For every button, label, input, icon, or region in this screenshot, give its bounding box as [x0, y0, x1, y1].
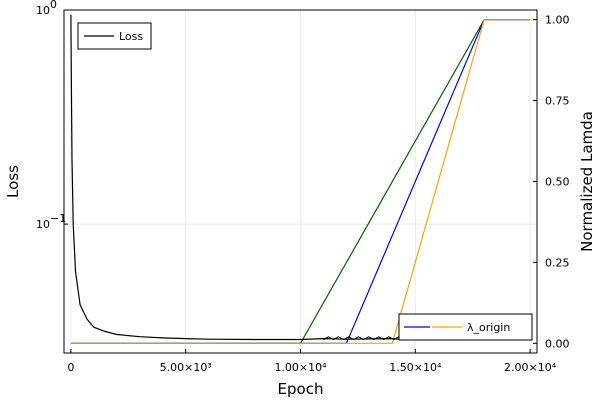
left-y-axis-label: Loss: [4, 165, 22, 198]
left-y-tick-base: 10: [36, 4, 50, 17]
right-y-tick-label: 1.00: [545, 14, 570, 27]
left-y-tick-exponent: 0: [50, 0, 57, 11]
left-y-tick-label: 10 0: [36, 0, 57, 17]
right-y-tick-label: 0.50: [545, 176, 570, 189]
legend-label-lambda-origin: λ_origin: [467, 321, 510, 334]
x-tick-label: 2.00×10⁴: [504, 361, 557, 374]
right-y-tick-label: 0.00: [545, 337, 570, 350]
loss-series-line: [70, 14, 531, 341]
x-tick-label: 0: [67, 361, 74, 374]
x-tick-label: 5.00×10³: [160, 361, 212, 374]
right-y-tick-label: 0.75: [545, 95, 570, 108]
x-axis-label: Epoch: [278, 380, 324, 398]
left-y-tick-base: 10: [36, 218, 50, 231]
legend-loss: Loss: [77, 22, 152, 50]
loss-series-oscillation: [323, 336, 405, 341]
x-tick-label: 1.50×10⁴: [389, 361, 442, 374]
left-y-tick-label: 10 −1: [36, 212, 66, 231]
x-tick-label: 1.00×10⁴: [274, 361, 327, 374]
right-y-axis-label: Normalized Lamda: [578, 111, 596, 252]
right-y-tick-label: 0.25: [545, 256, 570, 269]
legend-lambda: λ_origin: [398, 313, 533, 341]
lambda-series-line-2: [70, 19, 531, 344]
left-y-tick-exponent: −1: [50, 212, 66, 225]
series-lines: [70, 14, 531, 344]
legend-label-loss: Loss: [119, 30, 143, 43]
